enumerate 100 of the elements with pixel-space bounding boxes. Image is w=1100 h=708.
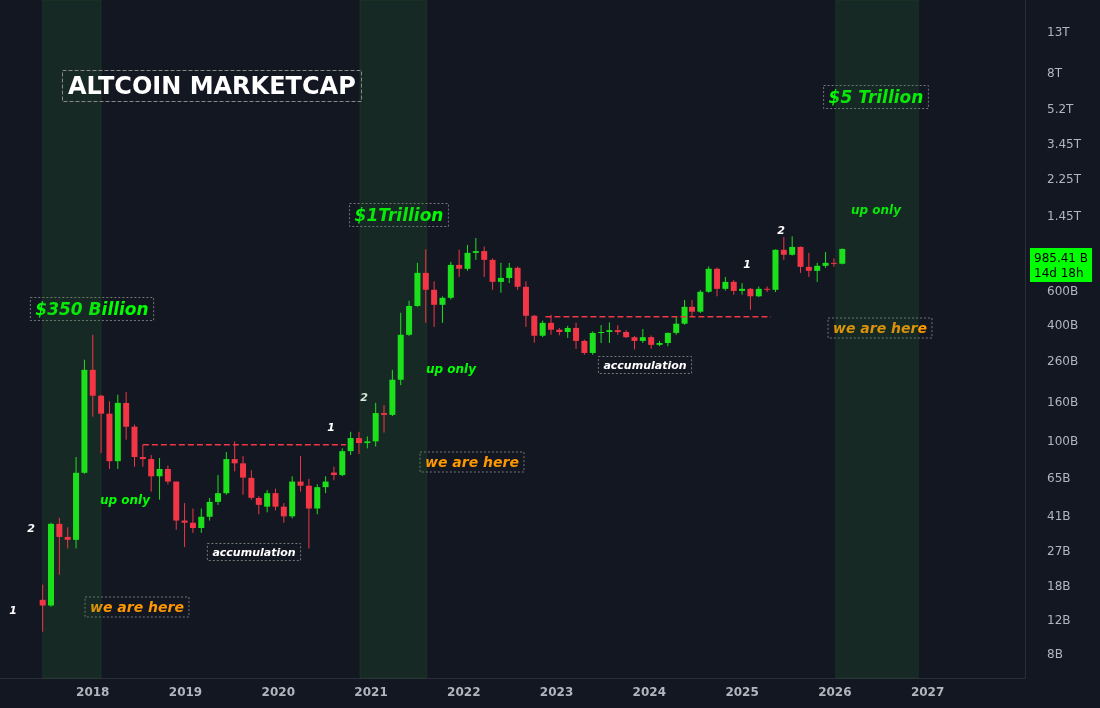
candlestick (531, 314, 538, 344)
x-tick-label: 2026 (818, 685, 852, 699)
annotation: $1Trillion (354, 205, 444, 225)
y-tick-label: 2.25T (1047, 172, 1082, 187)
annotation: 1 (9, 603, 17, 617)
candlestick (339, 447, 346, 477)
y-tick-label: 41B (1047, 509, 1071, 524)
candlestick (705, 265, 712, 294)
candlestick (780, 236, 787, 261)
candlestick (673, 316, 680, 336)
x-tick-label: 2018 (76, 685, 110, 699)
annotation: accumulation (212, 545, 296, 559)
y-tick-label: 160B (1047, 394, 1079, 409)
x-tick-label: 2022 (447, 685, 481, 699)
candlestick (481, 246, 488, 278)
y-tick-label: 3.45T (1047, 136, 1082, 151)
y-tick-label: 100B (1047, 434, 1079, 449)
candlestick (814, 262, 821, 283)
candlestick (123, 391, 130, 441)
x-tick-label: 2020 (261, 685, 295, 699)
x-tick-label: 2024 (632, 685, 667, 699)
annotation: $350 Billion (35, 299, 149, 319)
candlestick (764, 286, 771, 293)
candlestick (347, 431, 354, 456)
candlestick (64, 526, 71, 549)
candlestick (198, 508, 205, 534)
annotation: 1 (743, 257, 751, 271)
annotation: up only (850, 203, 903, 217)
annotation: 1 (327, 420, 335, 434)
annotation: we are here (833, 320, 927, 336)
y-tick-label: 5.2T (1047, 101, 1075, 116)
candlestick (497, 262, 504, 294)
x-tick-label: 2021 (354, 685, 388, 699)
candlestick (739, 282, 746, 296)
annotation: up only (425, 362, 478, 376)
x-tick-label: 2025 (725, 685, 759, 699)
candlestick (456, 249, 463, 278)
candlestick (206, 497, 213, 522)
candlestick (789, 235, 796, 257)
y-tick-label: 400B (1047, 317, 1079, 332)
y-tick-label: 8B (1047, 646, 1063, 661)
candlestick (355, 431, 362, 455)
candlestick (297, 455, 304, 493)
y-tick-label: 1.45T (1047, 209, 1082, 224)
candlestick (681, 299, 688, 326)
x-tick-label: 2027 (910, 685, 945, 699)
candlestick (747, 287, 754, 311)
candlestick (314, 483, 321, 515)
candlestick (439, 295, 446, 324)
candlestick (189, 508, 196, 534)
text: ALTCOIN MARKETCAP (68, 72, 356, 100)
candlestick (422, 248, 429, 324)
annotation: $5 Trillion (828, 87, 924, 107)
candlestick (240, 455, 247, 496)
y-tick-label: 600B (1047, 283, 1079, 298)
annotation: we are here (425, 454, 519, 470)
annotation: we are here (90, 599, 184, 615)
annotation: 2 (27, 521, 36, 535)
candlestick (514, 265, 521, 291)
y-tick-label: 65B (1047, 470, 1071, 485)
x-tick-label: 2023 (539, 685, 574, 699)
candlestick (598, 324, 605, 344)
x-tick-label: 2019 (168, 685, 203, 699)
y-tick-label: 12B (1047, 612, 1071, 627)
candlestick (148, 454, 155, 493)
candlestick (464, 244, 471, 272)
y-tick-label: 27B (1047, 544, 1071, 559)
y-tick-label: 13T (1047, 24, 1071, 39)
y-tick-label: 8T (1047, 65, 1063, 80)
candlestick (164, 465, 171, 485)
candlestick (39, 584, 46, 633)
candlestick (431, 280, 438, 328)
candlestick (472, 237, 479, 261)
y-tick-label: 18B (1047, 578, 1071, 593)
annotation: accumulation (603, 358, 687, 372)
candlestick (797, 245, 804, 274)
candlestick (489, 257, 496, 291)
candlestick (606, 321, 613, 344)
candlestick (589, 330, 596, 356)
annotation: up only (99, 493, 152, 507)
candlestick (573, 322, 580, 350)
candlestick (272, 488, 279, 511)
candlestick (98, 394, 105, 454)
candlestick (156, 457, 163, 501)
candlestick (248, 469, 255, 501)
candlestick (381, 404, 388, 434)
annotation: 2 (360, 390, 369, 404)
candlestick (181, 502, 188, 548)
candlestick (714, 267, 721, 297)
candlestick (830, 257, 837, 268)
candlestick (506, 262, 513, 284)
candlestick (697, 289, 704, 314)
y-tick-label: 260B (1047, 353, 1079, 368)
candlestick (56, 517, 63, 576)
text: 985.41 B 14d 18h (1034, 250, 1089, 280)
candlestick (280, 502, 287, 524)
candlestick (264, 489, 271, 513)
candlestick (214, 474, 221, 506)
candlestick (805, 252, 812, 278)
annotation: 2 (777, 223, 786, 237)
